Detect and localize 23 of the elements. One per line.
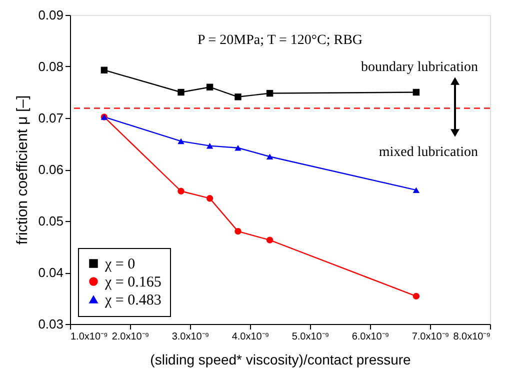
- y-tick-label: 0.07: [38, 110, 64, 126]
- y-tick-label: 0.09: [38, 8, 64, 22]
- y-axis-title: friction coefficient μ [–]: [14, 95, 32, 245]
- legend-label: χ = 0.483: [104, 292, 162, 308]
- y-tick-label: 0.06: [38, 162, 64, 177]
- annotation: boundary lubrication: [360, 60, 478, 75]
- y-tick-label: 0.08: [38, 59, 64, 74]
- x-tick-label: 2.0x10⁻⁹: [112, 332, 150, 342]
- annotation: mixed lubrication: [378, 145, 478, 160]
- x-tick-label: 6.0x10⁻⁹: [352, 332, 390, 342]
- x-tick-label: 1.0x10⁻⁹: [70, 332, 108, 342]
- x-tick-label: 3.0x10⁻⁹: [172, 332, 210, 342]
- y-tick-label: 0.04: [38, 265, 64, 280]
- x-axis-title: (sliding speed* viscosity)/contact pressure: [150, 352, 412, 368]
- y-tick-label: 0.05: [38, 214, 64, 228]
- legend-label: χ = 0: [104, 256, 136, 272]
- legend-label: χ = 0.165: [104, 274, 162, 290]
- x-tick-label: 7.0x10⁻⁹: [412, 332, 450, 342]
- x-tick-label: 8.0x10⁻⁹: [453, 332, 490, 342]
- x-tick-label: 5.0x10⁻⁹: [292, 332, 330, 342]
- annotation: P = 20MPa; T = 120°C; RBG: [197, 33, 363, 48]
- y-tick-label: 0.03: [38, 316, 64, 332]
- x-tick-label: 4.0x10⁻⁹: [232, 332, 270, 342]
